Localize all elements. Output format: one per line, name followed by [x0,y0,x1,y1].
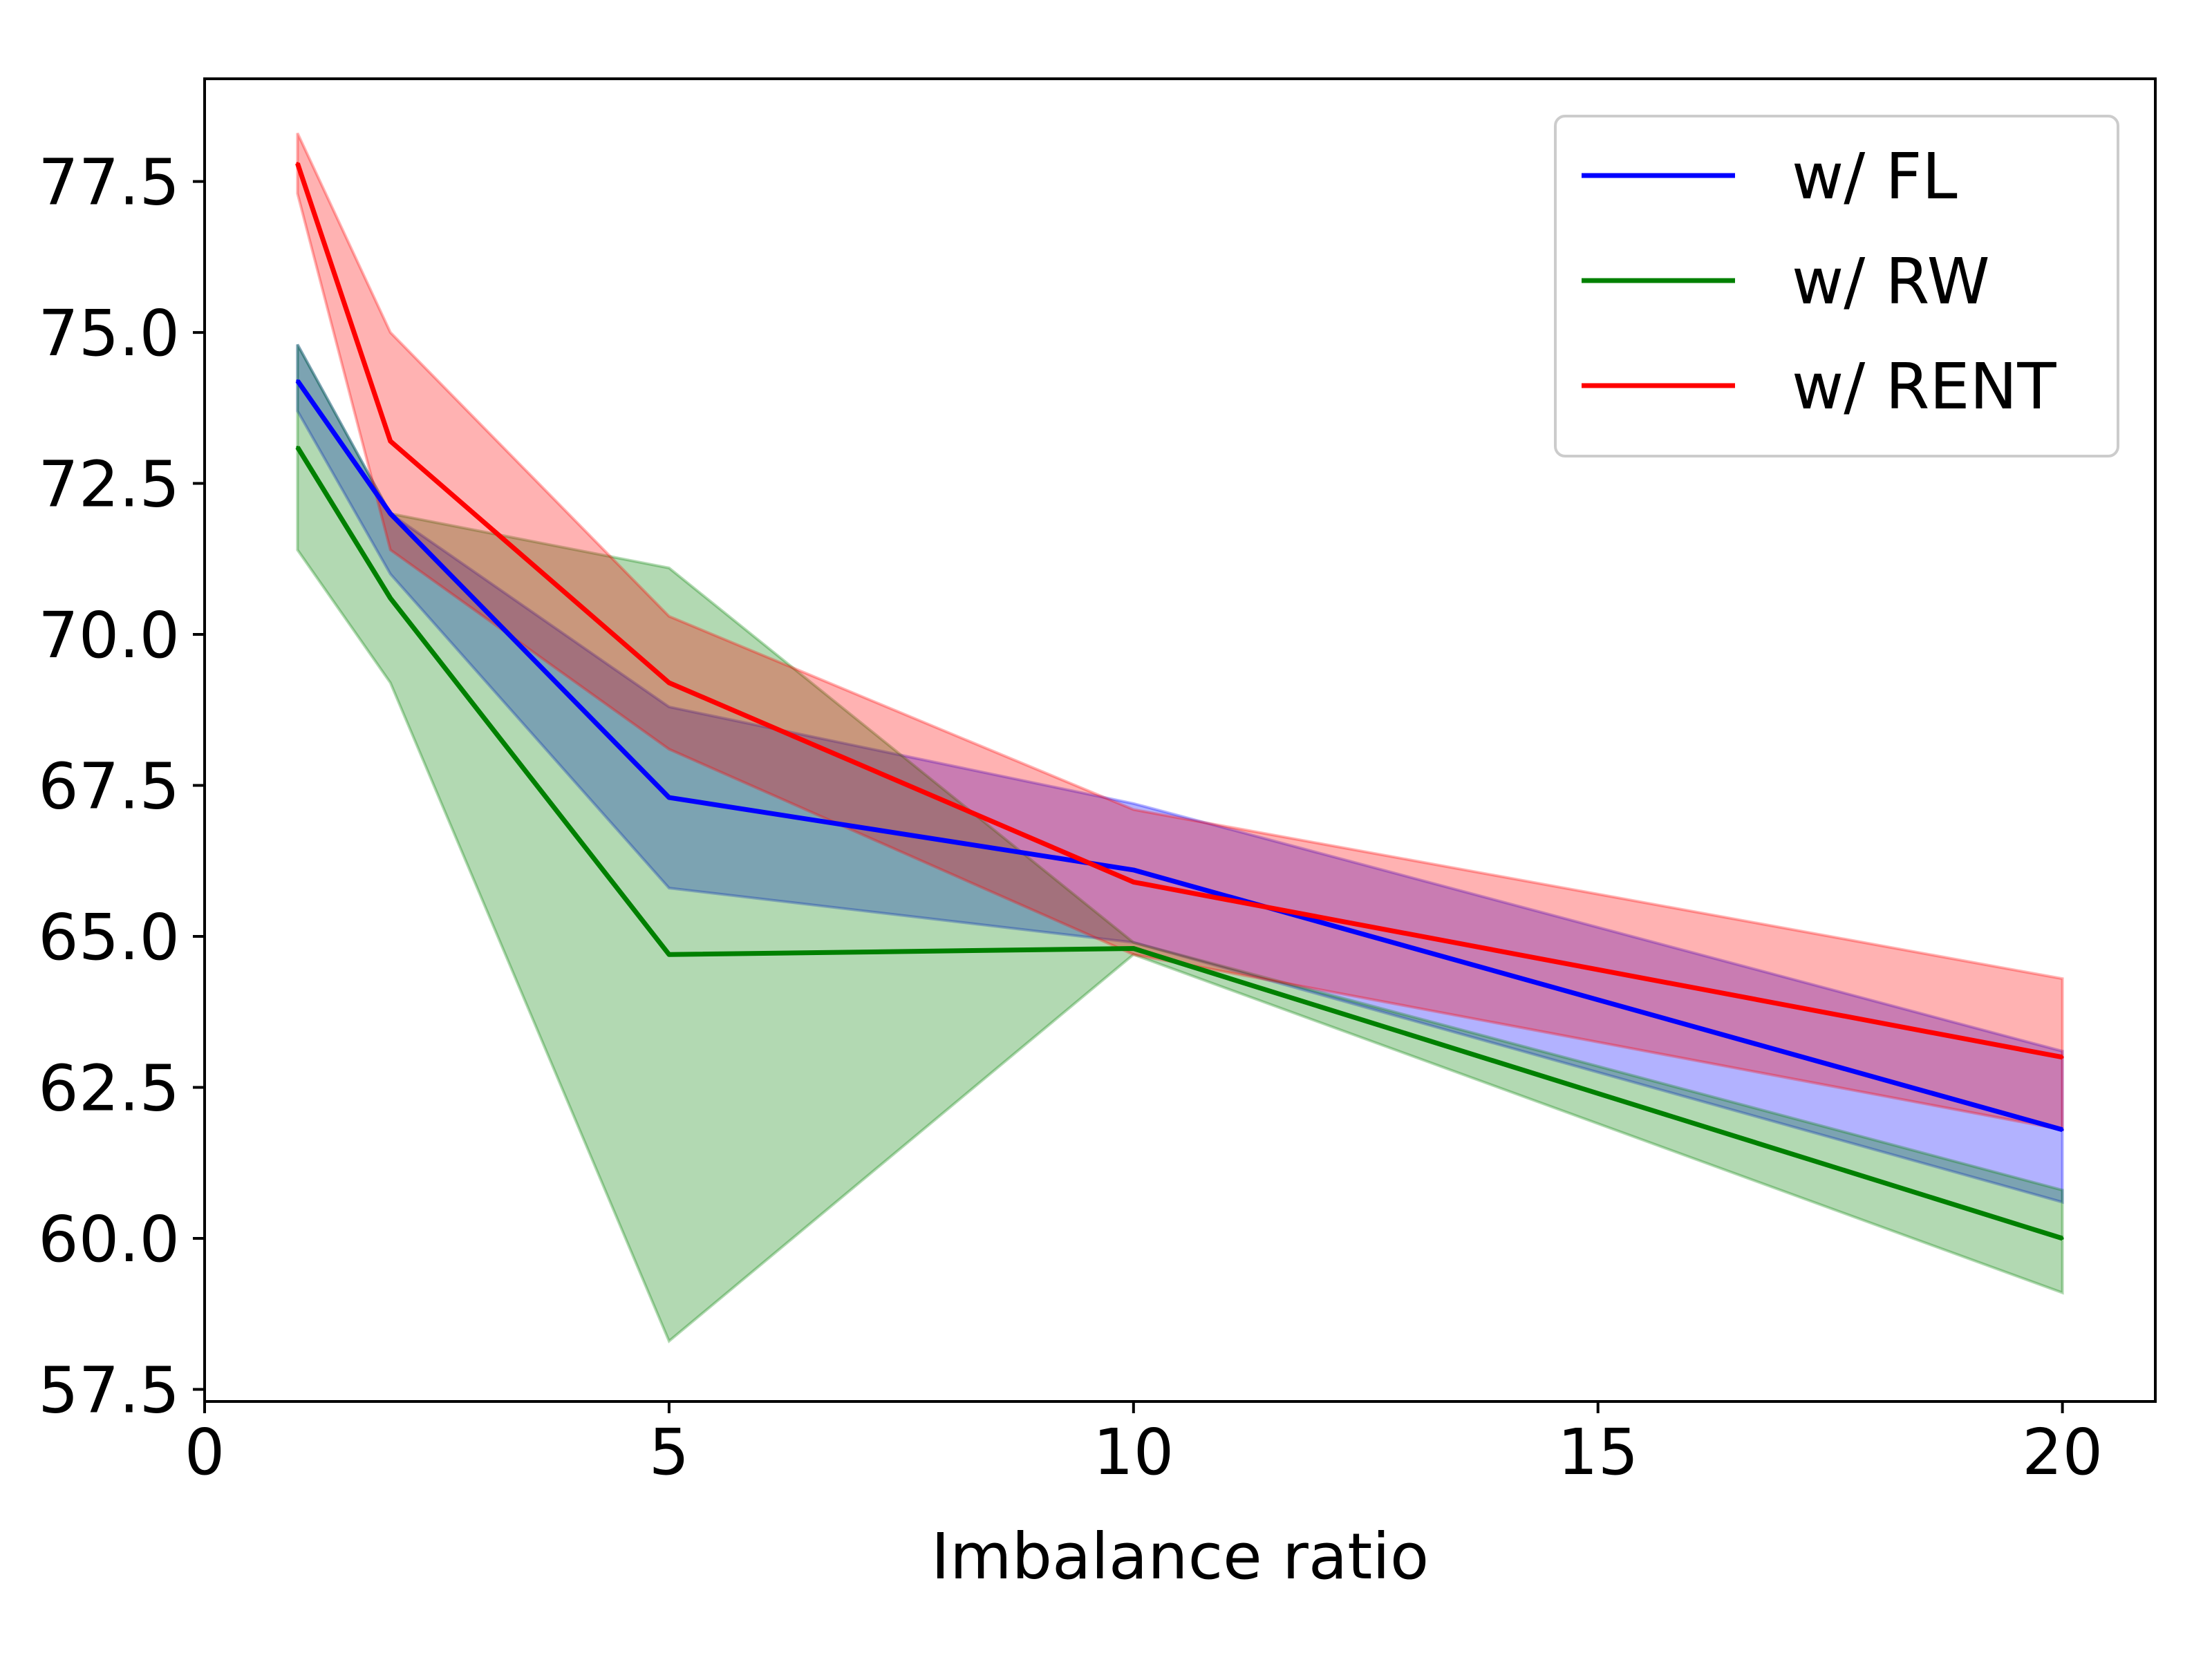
point-w-fl-2 [388,512,392,516]
point-w-rw-1 [296,446,299,449]
y-tick-label-75: 75.0 [38,296,180,370]
band-w-fl [296,343,2064,1205]
y-tick-label-65: 65.0 [38,900,180,974]
point-w-rw-5 [667,953,671,956]
point-w-rent-2 [388,440,392,443]
point-w-fl-20 [2061,1128,2064,1131]
point-w-rw-20 [2061,1237,2064,1240]
legend: w/ FL w/ RW w/ RENT [1554,115,2119,457]
y-tick-label-72-5: 72.5 [38,448,180,522]
x-tick-label-10: 10 [1093,1415,1174,1489]
x-tick-label-20: 20 [2022,1415,2103,1489]
x-axis-label: Imbalance ratio [931,1520,1429,1594]
point-w-fl-1 [296,379,299,382]
y-tick-label-62-5: 62.5 [38,1052,180,1126]
legend-label-w-rent: w/ RENT [1792,350,2056,424]
y-tick-label-60: 60.0 [38,1202,180,1276]
legend-label-w-rw: w/ RW [1792,245,1990,319]
y-axis: 57.5 60.0 62.5 65.0 67.5 70.0 72.5 75.0 77.5 [38,146,205,1428]
point-w-rent-5 [667,681,671,684]
band-w-rw [296,343,2064,1343]
plot-frame [203,77,2157,1403]
x-tick-label-5: 5 [649,1415,690,1489]
y-tick-label-70: 70.0 [38,598,180,672]
point-w-rent-20 [2061,1055,2064,1059]
x-tick-label-0: 0 [185,1415,225,1489]
point-w-rent-10 [1132,880,1135,884]
point-w-fl-5 [667,796,671,800]
y-tick-label-57-5: 57.5 [38,1354,180,1428]
legend-box [1554,115,2119,457]
x-axis: 0 5 10 15 20 [185,1401,2103,1489]
y-tick-label-67-5: 67.5 [38,750,180,824]
point-w-rw-2 [388,596,392,600]
point-w-rw-10 [1132,947,1135,950]
y-tick-label-77-5: 77.5 [38,146,180,220]
x-tick-label-15: 15 [1557,1415,1638,1489]
series-lines [295,162,2064,1241]
point-w-fl-10 [1132,868,1135,871]
legend-label-w-fl: w/ FL [1792,140,1958,214]
point-w-rent-1 [296,162,299,165]
